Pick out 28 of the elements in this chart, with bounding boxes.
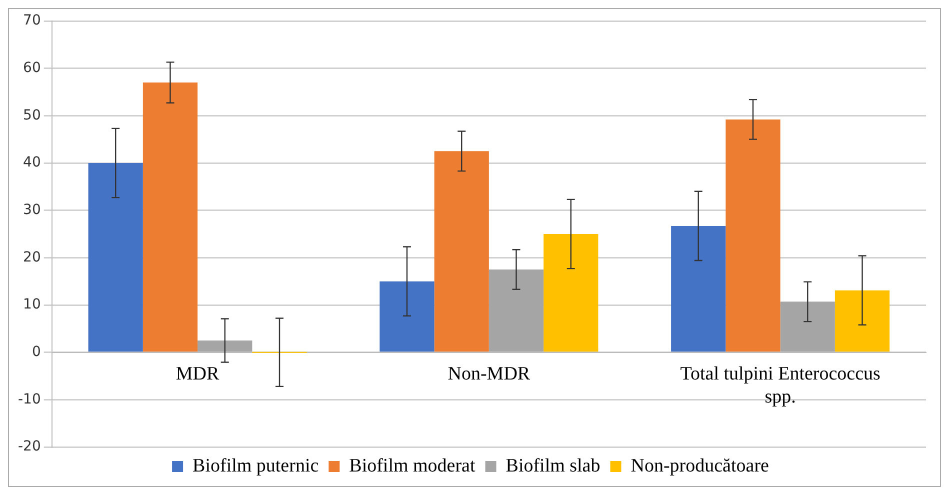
bar <box>380 281 434 352</box>
y-tick-label: -20 <box>18 438 41 455</box>
bar <box>142 82 198 352</box>
y-tick-label: 10 <box>23 296 41 313</box>
bar <box>671 226 726 352</box>
bar <box>544 234 598 352</box>
y-tick-label: 20 <box>23 249 41 266</box>
legend-label: Non-producătoare <box>630 455 769 476</box>
y-tick-label: 60 <box>23 60 41 76</box>
y-tick-label: 50 <box>23 107 41 124</box>
y-tick-label: 40 <box>23 154 41 171</box>
bar <box>834 290 890 352</box>
x-tick-label: Non-MDR <box>448 364 530 385</box>
bar <box>726 119 780 352</box>
legend-label: Biofilm moderat <box>349 455 476 476</box>
x-tick-label: Total tulpini Enterococcus spp. <box>680 364 880 408</box>
bar <box>488 270 544 352</box>
y-tick-label: 30 <box>23 202 41 218</box>
y-tick-label: -10 <box>18 391 41 408</box>
legend-label: Biofilm slab <box>506 455 600 476</box>
bar <box>88 163 143 352</box>
bar <box>198 340 252 352</box>
bar <box>780 302 835 352</box>
x-tick-label: MDR <box>176 364 220 385</box>
legend-label: Biofilm puternic <box>192 455 319 476</box>
bar <box>434 151 489 352</box>
y-tick-label: 70 <box>23 12 41 29</box>
y-tick-label: 0 <box>32 344 41 360</box>
